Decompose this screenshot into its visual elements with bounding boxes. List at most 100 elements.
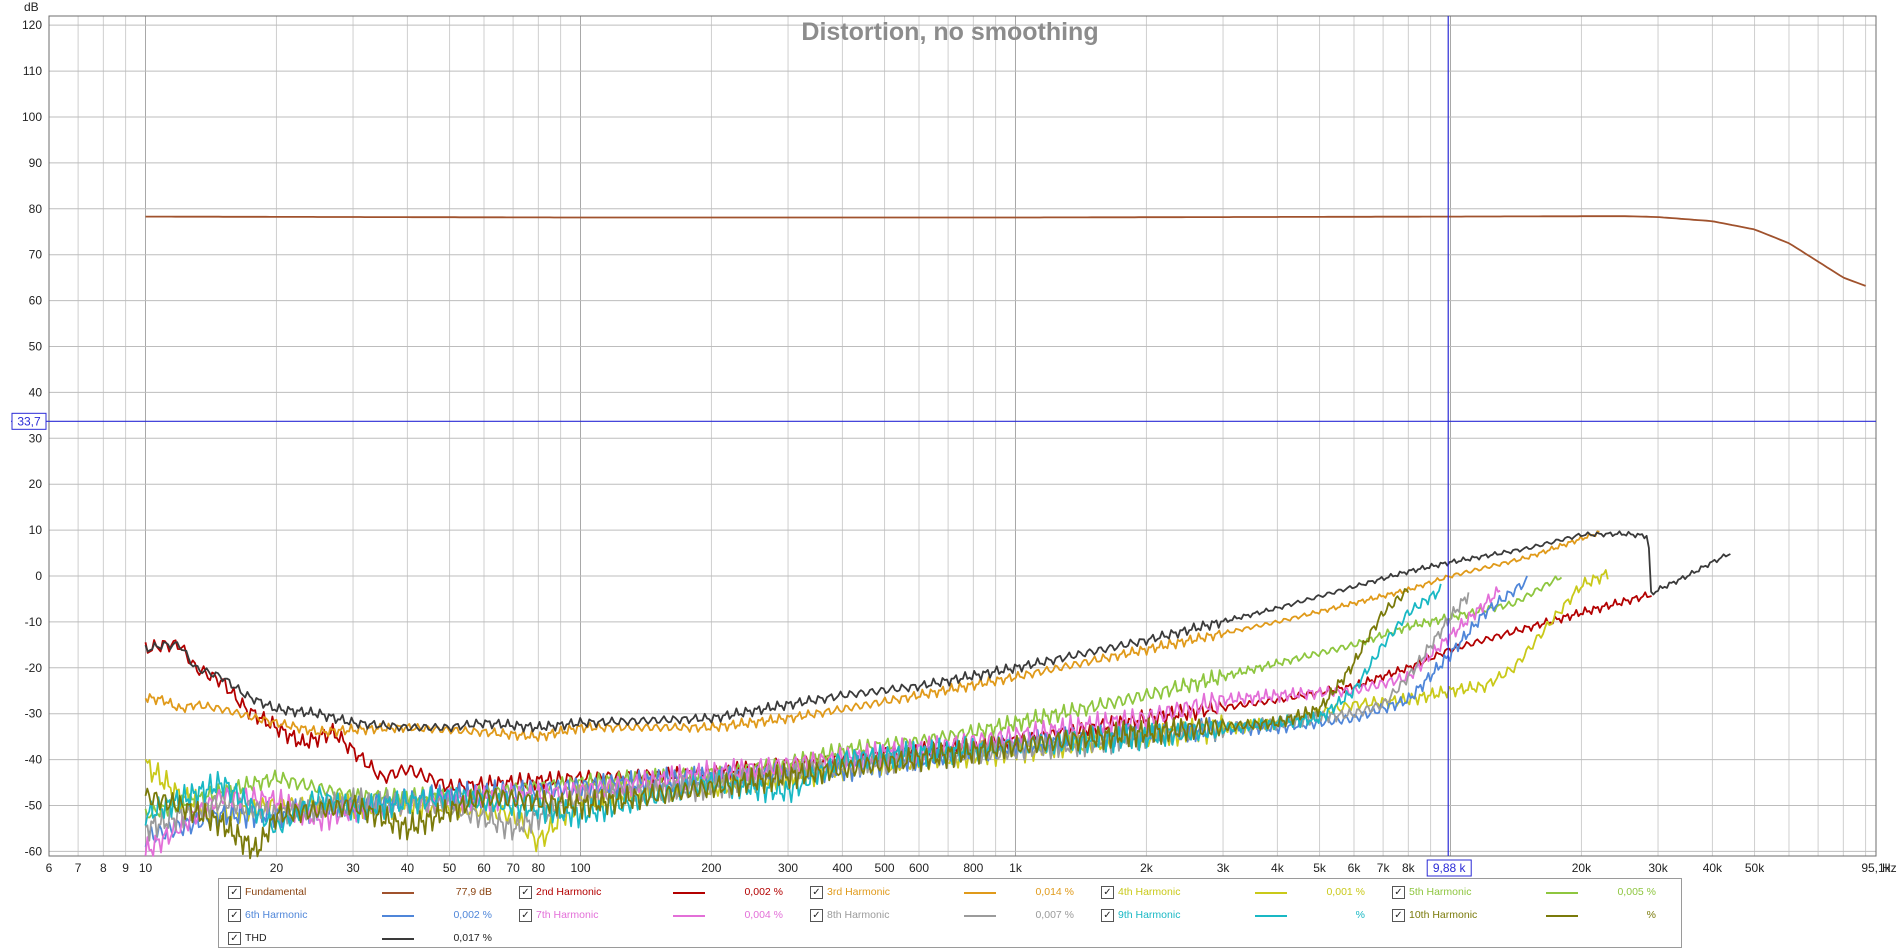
series-line-6th-harmonic bbox=[144, 575, 1528, 848]
legend-value: 0,014 % bbox=[1035, 886, 1074, 898]
x-tick-label: 95,1k bbox=[1861, 861, 1891, 875]
legend-name: Fundamental bbox=[245, 886, 307, 898]
series-line-7th-harmonic bbox=[144, 586, 1501, 857]
x-tick-label: 60 bbox=[477, 861, 491, 875]
x-tick-label: 400 bbox=[832, 861, 852, 875]
legend-name: 3rd Harmonic bbox=[827, 886, 891, 898]
legend-name: THD bbox=[245, 932, 267, 944]
legend-name: 4th Harmonic bbox=[1118, 886, 1181, 898]
y-tick-label: 120 bbox=[22, 18, 42, 32]
x-tick-label: 100 bbox=[570, 861, 590, 875]
x-tick-label: 50 bbox=[443, 861, 457, 875]
legend-item-7th-harmonic[interactable]: ✓ 7th Harmonic 0,004 % bbox=[510, 905, 800, 925]
legend-value: % bbox=[1646, 909, 1656, 921]
legend-checkbox[interactable]: ✓ bbox=[1101, 909, 1114, 922]
legend-name: 8th Harmonic bbox=[827, 909, 890, 921]
x-tick-label: 200 bbox=[701, 861, 721, 875]
x-tick-label: 70 bbox=[506, 861, 520, 875]
legend-checkbox[interactable]: ✓ bbox=[1101, 886, 1114, 899]
x-tick-label: 8k bbox=[1402, 861, 1416, 875]
x-tick-label: 20k bbox=[1572, 861, 1592, 875]
legend-swatch bbox=[382, 892, 414, 894]
x-tick-labels: 6 7 8 9 10 20 30 40 50 60 70 80 100 200 300 400 500 600 80… bbox=[46, 861, 1892, 875]
y-tick-labels: 1201101009080706050403020100-10-20-30-40… bbox=[22, 18, 42, 858]
y-tick-label: 60 bbox=[29, 294, 43, 308]
cursor[interactable]: 33,7 9,88 k bbox=[11, 16, 1876, 877]
legend-checkbox[interactable]: ✓ bbox=[519, 886, 532, 899]
legend-item-5th-harmonic[interactable]: ✓ 5th Harmonic 0,005 % bbox=[1383, 882, 1673, 902]
legend-value: 0,005 % bbox=[1617, 886, 1656, 898]
x-tick-label: 2k bbox=[1140, 861, 1154, 875]
series-line-fundamental bbox=[145, 215, 1866, 287]
legend-item-10th-harmonic[interactable]: ✓ 10th Harmonic% bbox=[1383, 905, 1673, 925]
x-tick-label: 10 bbox=[139, 861, 153, 875]
legend-checkbox[interactable]: ✓ bbox=[228, 909, 241, 922]
legend-name: 10th Harmonic bbox=[1409, 909, 1478, 921]
x-tick-label: 40k bbox=[1703, 861, 1723, 875]
series-line-10th-harmonic bbox=[144, 588, 1410, 860]
legend-item-2nd-harmonic[interactable]: ✓ 2nd Harmonic 0,002 % bbox=[510, 882, 800, 902]
legend-swatch bbox=[673, 892, 705, 894]
legend-name: 6th Harmonic bbox=[245, 909, 308, 921]
legend-checkbox[interactable]: ✓ bbox=[228, 932, 241, 945]
legend-checkbox[interactable]: ✓ bbox=[810, 886, 823, 899]
legend-name: 9th Harmonic bbox=[1118, 909, 1181, 921]
y-tick-label: 90 bbox=[29, 156, 43, 170]
legend-value: 0,017 % bbox=[453, 932, 492, 944]
legend-item-4th-harmonic[interactable]: ✓ 4th Harmonic 0,001 % bbox=[1092, 882, 1382, 902]
y-tick-label: 110 bbox=[23, 64, 42, 78]
legend-swatch bbox=[382, 938, 414, 940]
legend-checkbox[interactable]: ✓ bbox=[519, 909, 532, 922]
legend-swatch bbox=[382, 915, 414, 917]
x-tick-label: 8 bbox=[100, 861, 107, 875]
legend-checkbox[interactable]: ✓ bbox=[1392, 886, 1405, 899]
y-tick-label: -50 bbox=[25, 799, 43, 813]
y-tick-label: -30 bbox=[25, 707, 43, 721]
x-tick-label: 7k bbox=[1377, 861, 1391, 875]
x-tick-label: 300 bbox=[778, 861, 798, 875]
x-tick-label: 20 bbox=[270, 861, 284, 875]
legend-swatch bbox=[1255, 892, 1287, 894]
y-tick-label: 80 bbox=[29, 202, 43, 216]
x-tick-label: 500 bbox=[875, 861, 895, 875]
legend-item-6th-harmonic[interactable]: ✓ 6th Harmonic 0,002 % bbox=[219, 905, 509, 925]
legend-name: 2nd Harmonic bbox=[536, 886, 602, 898]
legend-item-thd[interactable]: ✓ THD 0,017 % bbox=[219, 928, 509, 948]
legend-checkbox[interactable]: ✓ bbox=[1392, 909, 1405, 922]
x-tick-label: 7 bbox=[75, 861, 82, 875]
y-tick-label: 100 bbox=[22, 110, 42, 124]
y-tick-label: -40 bbox=[25, 753, 43, 767]
legend-value: % bbox=[1355, 909, 1365, 921]
series-line-3rd-harmonic bbox=[144, 530, 1600, 742]
y-tick-label: 0 bbox=[35, 569, 42, 583]
y-tick-label: -60 bbox=[25, 844, 43, 858]
x-tick-label: 50k bbox=[1745, 861, 1765, 875]
cursor-x-box bbox=[1426, 859, 1472, 877]
legend-checkbox[interactable]: ✓ bbox=[228, 886, 241, 899]
x-tick-label: 4k bbox=[1271, 861, 1285, 875]
legend-item-8th-harmonic[interactable]: ✓ 8th Harmonic 0,007 % bbox=[801, 905, 1091, 925]
y-tick-label: -10 bbox=[25, 615, 43, 629]
legend-swatch bbox=[1546, 915, 1578, 917]
y-tick-label: 50 bbox=[29, 339, 43, 353]
y-tick-label: 40 bbox=[29, 385, 43, 399]
y-axis-label: dB bbox=[24, 0, 39, 14]
y-tick-label: 10 bbox=[29, 523, 43, 537]
legend-item-9th-harmonic[interactable]: ✓ 9th Harmonic% bbox=[1092, 905, 1382, 925]
y-tick-label: -20 bbox=[25, 661, 43, 675]
legend-swatch bbox=[673, 915, 705, 917]
cursor-x-label: 9,88 k bbox=[1433, 861, 1467, 875]
legend-item-3rd-harmonic[interactable]: ✓ 3rd Harmonic 0,014 % bbox=[801, 882, 1091, 902]
chart-title: Distortion, no smoothing bbox=[801, 18, 1098, 46]
plot-frame bbox=[48, 15, 1877, 857]
y-tick-label: 20 bbox=[29, 477, 43, 491]
series-line-thd bbox=[144, 530, 1731, 733]
legend-checkbox[interactable]: ✓ bbox=[810, 909, 823, 922]
x-tick-label: 30 bbox=[346, 861, 360, 875]
legend-item-fundamental[interactable]: ✓ Fundamental 77,9 dB bbox=[219, 882, 509, 902]
legend-value: 0,002 % bbox=[453, 909, 492, 921]
legend-swatch bbox=[1546, 892, 1578, 894]
x-tick-label: 600 bbox=[909, 861, 929, 875]
legend-swatch bbox=[964, 915, 996, 917]
